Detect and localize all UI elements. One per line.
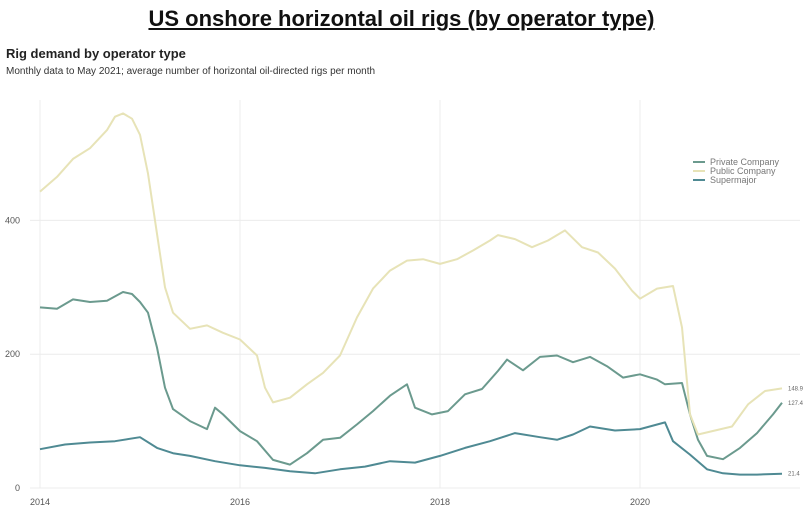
chart-title: Rig demand by operator type [6, 46, 186, 61]
end-value-label: 127.4 [788, 401, 803, 407]
series-lines [39, 112, 783, 476]
chart-subtitle: Monthly data to May 2021; average number… [6, 66, 376, 77]
series-line-supermajor [39, 421, 783, 476]
axis-ticks: 0 200 400 2014 2016 2018 2020 [5, 215, 650, 507]
x-tick-label: 2016 [230, 497, 250, 507]
series-line-private-company [39, 291, 783, 466]
end-value-label: 21.4 [788, 472, 800, 478]
y-tick-label: 200 [5, 349, 20, 359]
page-title: US onshore horizontal oil rigs (by opera… [148, 6, 655, 31]
x-tick-label: 2018 [430, 497, 450, 507]
legend-label: Supermajor [710, 175, 757, 185]
legend-label: Public Company [710, 166, 776, 176]
x-tick-label: 2020 [630, 497, 650, 507]
series-line-public-company [39, 112, 783, 436]
legend-label: Private Company [710, 157, 780, 167]
end-labels: 127.4 148.9 21.4 [788, 386, 803, 477]
y-tick-label: 0 [15, 483, 20, 493]
x-tick-label: 2014 [30, 497, 50, 507]
end-value-label: 148.9 [788, 386, 803, 392]
y-tick-label: 400 [5, 215, 20, 225]
